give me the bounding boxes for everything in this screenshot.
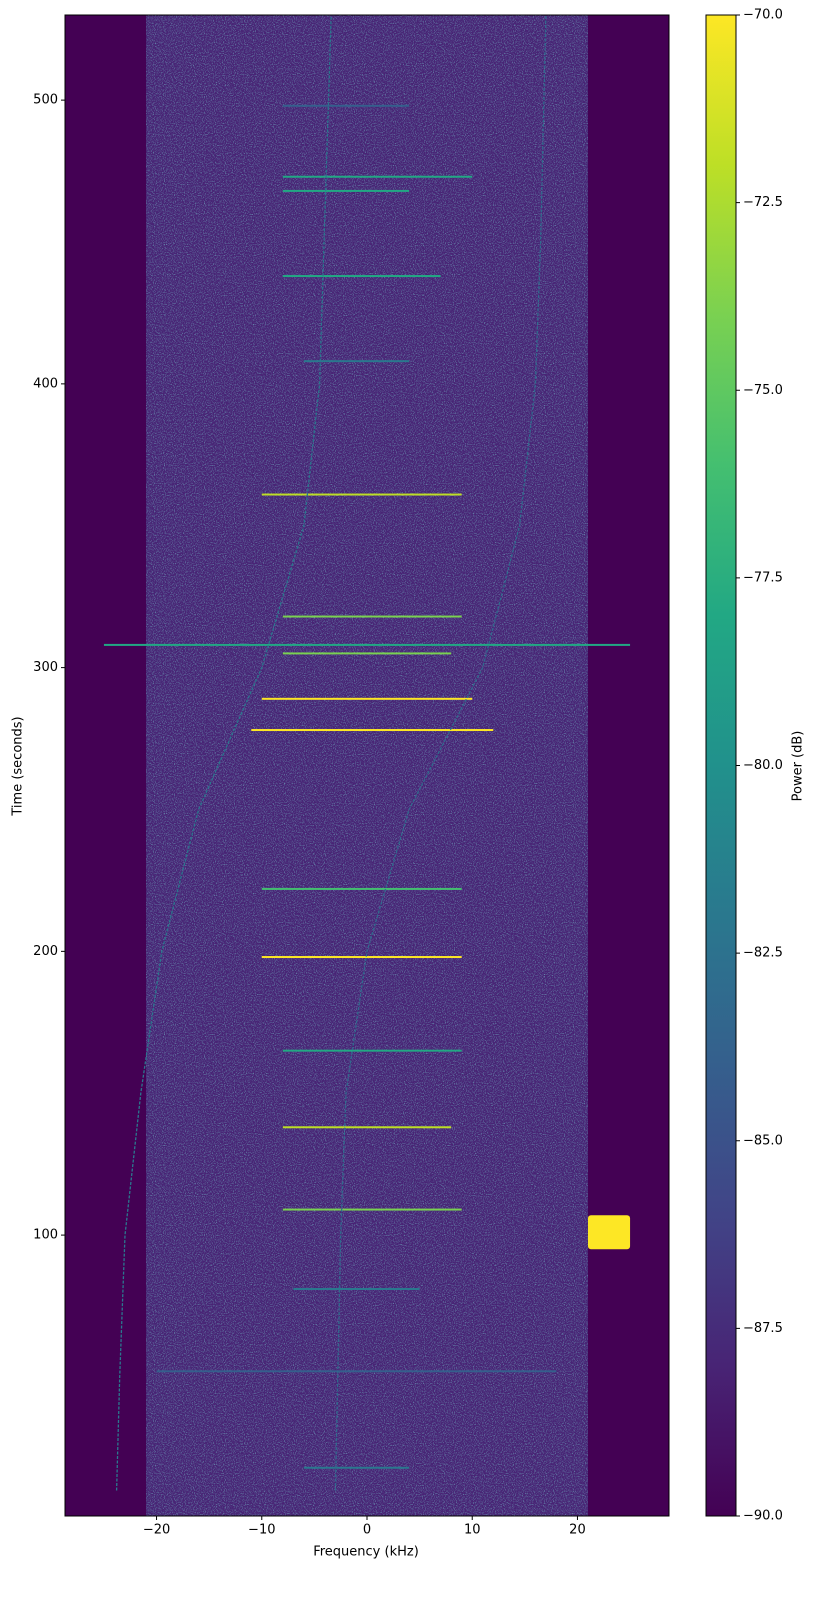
streak [282,1049,462,1052]
colorbar-tick-label: −80.0 [743,758,783,773]
y-tick-label: 300 [33,660,58,675]
burst [587,1215,631,1250]
trace [334,14,547,1491]
streak [303,1466,410,1469]
streak [261,493,462,496]
colorbar-tick-label: −70.0 [743,8,783,23]
y-tick-label: 100 [33,1228,58,1243]
streak [261,956,462,959]
streak [282,1126,452,1129]
trace [115,14,332,1491]
streak [293,1288,420,1291]
streak [261,697,473,700]
x-axis-label: Frequency (kHz) [313,1545,419,1560]
streak [282,175,473,178]
streak [156,1370,557,1373]
colorbar-tick-label: −82.5 [743,946,783,961]
colorbar-tick-label: −72.5 [743,195,783,210]
colorbar-tick-label: −85.0 [743,1133,783,1148]
x-tick-label: −10 [248,1523,275,1538]
noise-texture [146,15,588,1516]
streak [282,189,410,192]
streak [282,1208,462,1211]
y-tick-label: 500 [33,93,58,108]
y-axis-label: Time (seconds) [11,716,26,816]
colorbar-tick-label: −75.0 [743,383,783,398]
y-tick-label: 400 [33,376,58,391]
x-tick-label: 0 [363,1523,371,1538]
x-tick-label: 10 [464,1523,481,1538]
streak [251,729,494,732]
streak [282,615,462,618]
colorbar-tick-label: −87.5 [743,1321,783,1336]
colorbar-tick-label: −77.5 [743,570,783,585]
colorbar-label: Power (dB) [791,731,806,802]
x-tick-label: −20 [143,1523,170,1538]
y-tick-label: 200 [33,944,58,959]
streak [282,652,452,655]
streak [303,360,410,363]
streak [282,275,441,278]
x-tick-label: 20 [569,1523,586,1538]
streak [103,643,631,646]
colorbar-tick-label: −90.0 [743,1509,783,1524]
colorbar [705,14,737,1517]
streak [282,104,410,107]
streak [261,887,462,890]
